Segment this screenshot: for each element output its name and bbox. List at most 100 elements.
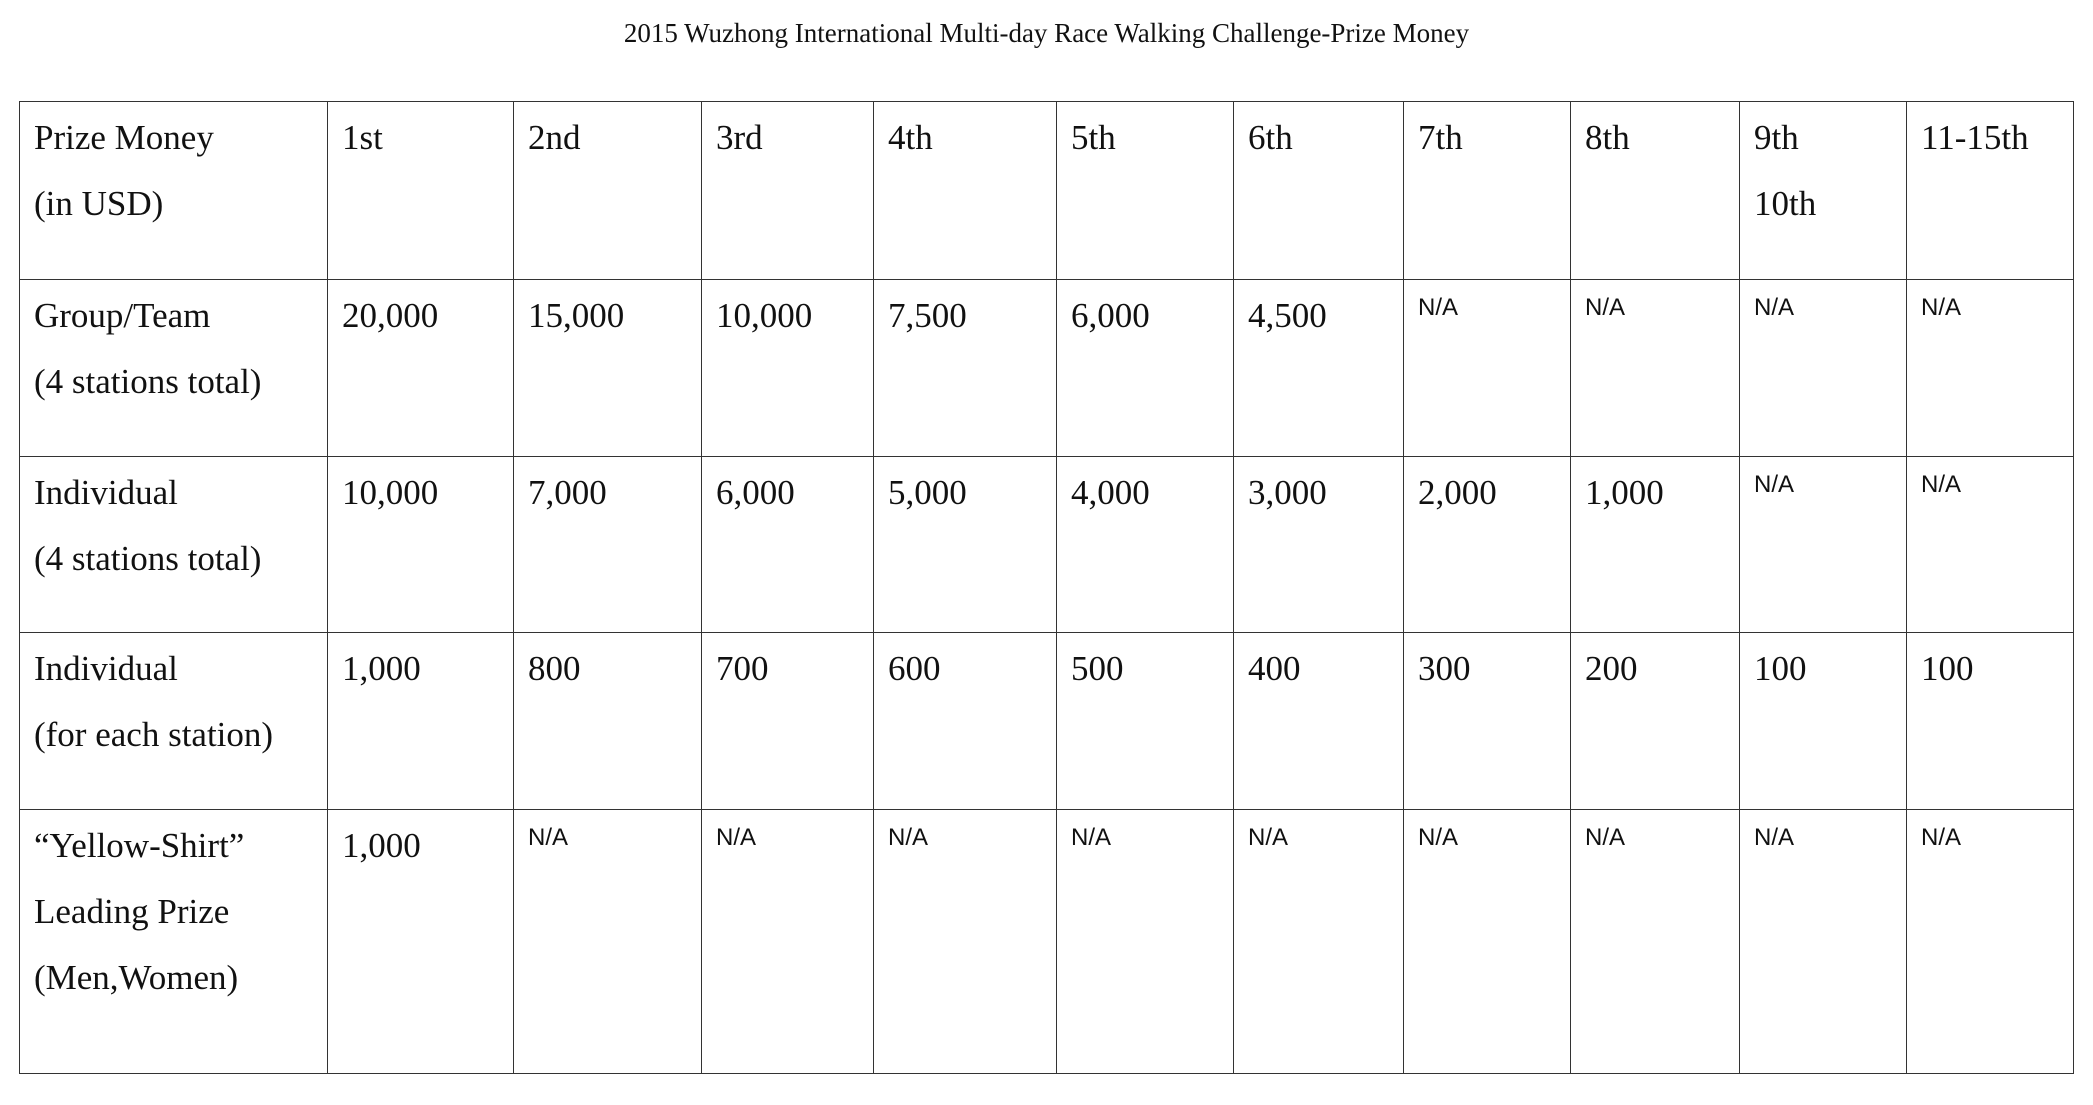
prize-cell: 1,000	[327, 632, 514, 810]
cell-text: 400	[1248, 649, 1301, 688]
cell-text: Leading Prize	[34, 892, 230, 931]
cell-text: Individual	[34, 473, 178, 512]
column-header: 1st	[327, 101, 514, 280]
table-row: Group/Team (4 stations total) 20,000 15,000…	[19, 279, 2074, 457]
cell-text: 7,000	[528, 473, 607, 512]
cell-text: (Men,Women)	[34, 958, 239, 997]
cell-text: 9th	[1754, 118, 1799, 157]
prize-cell: N/A	[1739, 279, 1907, 457]
cell-text: 6th	[1248, 118, 1293, 157]
cell-text: 15,000	[528, 296, 625, 335]
cell-text: 1,000	[342, 649, 421, 688]
cell-text: 8th	[1585, 118, 1630, 157]
table-row: Individual (for each station) 1,000 800 700 6…	[19, 632, 2074, 810]
cell-text: 10,000	[716, 296, 813, 335]
cell-text: 6,000	[716, 473, 795, 512]
prize-cell: 15,000	[513, 279, 702, 457]
cell-text: 300	[1418, 649, 1471, 688]
cell-text: 10th	[1754, 184, 1817, 223]
prize-cell: 400	[1233, 632, 1404, 810]
cell-text: 1,000	[1585, 473, 1664, 512]
prize-cell: N/A	[1739, 456, 1907, 633]
column-header: 2nd	[513, 101, 702, 280]
cell-text: 200	[1585, 649, 1638, 688]
prize-cell: N/A	[701, 809, 874, 1074]
prize-cell: N/A	[1739, 809, 1907, 1074]
prize-cell: N/A	[1570, 279, 1740, 457]
table-row: Individual (4 stations total) 10,000 7,000 6…	[19, 456, 2074, 633]
prize-cell: 4,000	[1056, 456, 1234, 633]
cell-text: 4th	[888, 118, 933, 157]
prize-cell: 1,000	[1570, 456, 1740, 633]
prize-cell: N/A	[873, 809, 1057, 1074]
prize-cell: N/A	[1056, 809, 1234, 1074]
cell-text: 7,500	[888, 296, 967, 335]
cell-text: 5th	[1071, 118, 1116, 157]
prize-cell: N/A	[513, 809, 702, 1074]
cell-text: 3,000	[1248, 473, 1327, 512]
column-header: 6th	[1233, 101, 1404, 280]
cell-text: 2,000	[1418, 473, 1497, 512]
cell-text: Prize Money	[34, 118, 214, 157]
prize-cell: 2,000	[1403, 456, 1571, 633]
cell-text: 600	[888, 649, 941, 688]
prize-cell: N/A	[1403, 809, 1571, 1074]
cell-text: Group/Team	[34, 296, 211, 335]
prize-cell: N/A	[1233, 809, 1404, 1074]
cell-text: 10,000	[342, 473, 439, 512]
prize-cell: 6,000	[701, 456, 874, 633]
prize-cell: N/A	[1906, 809, 2074, 1074]
cell-text: 5,000	[888, 473, 967, 512]
column-header: 8th	[1570, 101, 1740, 280]
prize-cell: N/A	[1906, 456, 2074, 633]
cell-text: 100	[1921, 649, 1974, 688]
cell-text: (in USD)	[34, 184, 164, 223]
prize-cell: 100	[1739, 632, 1907, 810]
prize-cell: 800	[513, 632, 702, 810]
prize-cell: 200	[1570, 632, 1740, 810]
cell-text: (for each station)	[34, 715, 274, 754]
prize-cell: 500	[1056, 632, 1234, 810]
prize-cell: 10,000	[327, 456, 514, 633]
prize-cell: N/A	[1403, 279, 1571, 457]
prize-cell: 600	[873, 632, 1057, 810]
cell-text: 1st	[342, 118, 383, 157]
cell-text: 20,000	[342, 296, 439, 335]
cell-text: 4,000	[1071, 473, 1150, 512]
column-header: 3rd	[701, 101, 874, 280]
cell-text: 7th	[1418, 118, 1463, 157]
table-row: “Yellow-Shirt” Leading Prize (Men,Women) 1,…	[19, 809, 2074, 1074]
column-header: 9th 10th	[1739, 101, 1907, 280]
document-title: 2015 Wuzhong International Multi-day Rac…	[623, 18, 1470, 48]
prize-cell: N/A	[1906, 279, 2074, 457]
prize-cell: 20,000	[327, 279, 514, 457]
cell-text: 3rd	[716, 118, 763, 157]
row-header-corner: Prize Money (in USD)	[19, 101, 328, 280]
prize-cell: 4,500	[1233, 279, 1404, 457]
row-label: Individual (4 stations total)	[19, 456, 328, 633]
cell-text: 800	[528, 649, 581, 688]
row-label: Individual (for each station)	[19, 632, 328, 810]
prize-cell: 700	[701, 632, 874, 810]
column-header: 7th	[1403, 101, 1571, 280]
prize-cell: 1,000	[327, 809, 514, 1074]
cell-text: 11-15th	[1921, 118, 2029, 157]
cell-text: 100	[1754, 649, 1807, 688]
row-label: Group/Team (4 stations total)	[19, 279, 328, 457]
cell-text: 4,500	[1248, 296, 1327, 335]
cell-text: 500	[1071, 649, 1124, 688]
prize-cell: N/A	[1570, 809, 1740, 1074]
column-header: 11-15th	[1906, 101, 2074, 280]
cell-text: Individual	[34, 649, 178, 688]
row-label: “Yellow-Shirt” Leading Prize (Men,Women)	[19, 809, 328, 1074]
cell-text: 700	[716, 649, 769, 688]
prize-cell: 5,000	[873, 456, 1057, 633]
prize-cell: 6,000	[1056, 279, 1234, 457]
header-row: Prize Money (in USD) 1st 2nd 3rd 4th 5th 6th 7th…	[19, 101, 2074, 280]
column-header: 5th	[1056, 101, 1234, 280]
prize-cell: 7,500	[873, 279, 1057, 457]
cell-text: “Yellow-Shirt”	[34, 826, 245, 865]
prize-cell: 7,000	[513, 456, 702, 633]
column-header: 4th	[873, 101, 1057, 280]
prize-cell: 3,000	[1233, 456, 1404, 633]
